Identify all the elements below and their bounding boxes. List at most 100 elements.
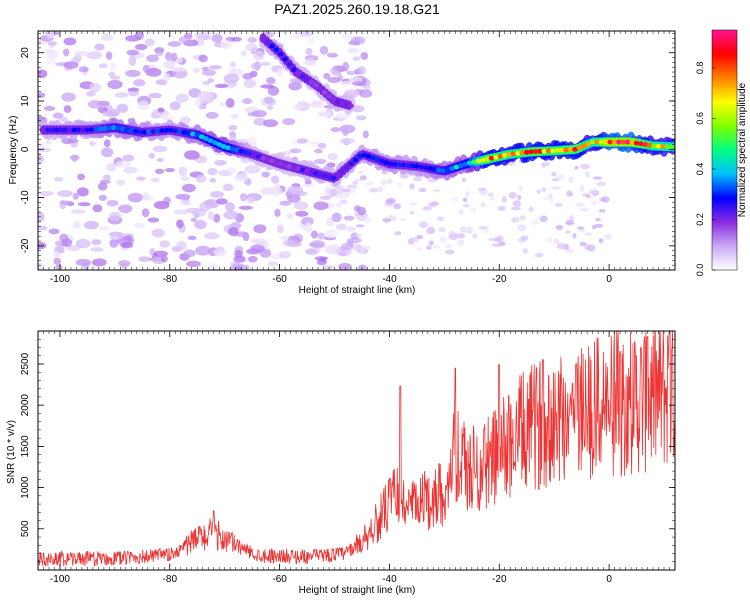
spectrogram-noise-cell xyxy=(63,37,77,46)
spectrogram-noise-cell xyxy=(341,33,352,40)
spectrogram-noise-cell xyxy=(214,159,227,166)
spectrogram-noise-cell xyxy=(109,238,119,248)
spectrogram-ridge-core xyxy=(409,163,416,169)
spectrogram-noise-cell xyxy=(456,233,465,239)
spectrogram-noise-cell xyxy=(283,239,296,247)
spectrogram-noise-cell xyxy=(310,230,318,239)
spectrogram-noise-cell xyxy=(381,179,387,186)
spectrogram-noise-cell xyxy=(148,152,155,159)
spectrogram-ridge-core xyxy=(181,130,187,135)
spectrogram-noise-cell xyxy=(496,235,504,243)
spectrogram-noise-cell xyxy=(241,264,251,270)
spectrogram-ridge-core xyxy=(378,158,385,164)
spectrogram-noise-cell xyxy=(214,83,229,89)
spectrogram-noise-cell xyxy=(591,200,599,206)
spectrogram-ridge-core xyxy=(317,172,324,177)
spectrogram-noise-cell xyxy=(234,266,243,270)
spectrogram-noise-cell xyxy=(141,208,150,218)
spectrogram-noise-cell xyxy=(278,250,291,259)
spectrogram-noise-cell xyxy=(247,37,257,43)
spectrogram-noise-cell xyxy=(122,154,135,162)
spectrogram-noise-cell xyxy=(223,210,239,220)
spectrogram-noise-cell xyxy=(541,196,551,200)
spectrogram-noise-cell xyxy=(305,222,312,231)
colorbar-ticks: 0.0 0.2 0.4 0.6 0.8 xyxy=(695,62,716,277)
spectrogram-noise-cell xyxy=(382,218,392,223)
spectrogram-noise-cell xyxy=(137,100,150,111)
spectrogram-ridge-core xyxy=(620,139,627,145)
spectrogram-noise-cell xyxy=(386,179,393,185)
spectrogram-noise-cell xyxy=(289,148,302,154)
colorbar-tick-label: 0.6 xyxy=(695,112,705,125)
spectrogram-ridge-core xyxy=(172,128,179,134)
spectrogram-ridge-core xyxy=(488,155,495,161)
spectrogram-ridge-core xyxy=(365,154,372,159)
spectrogram-ridge-core xyxy=(277,161,284,167)
spectrogram-noise-cell xyxy=(596,181,607,187)
spectrogram-noise-cell xyxy=(309,240,326,249)
spectrogram-noise-cell xyxy=(568,176,574,184)
spectrogram-ridge-core xyxy=(444,167,451,173)
spectrogram-ridge-core xyxy=(440,168,447,174)
spectrogram-noise-cell xyxy=(239,193,248,202)
spectrogram-ridge-core xyxy=(335,99,341,105)
colorbar-tick-label: 0.0 xyxy=(695,264,705,277)
spectrogram-ridge-core xyxy=(343,165,350,171)
spectrogram-ridge-core xyxy=(532,149,539,154)
spectrogram-noise-cell xyxy=(517,224,527,232)
spectrogram-noise-cell xyxy=(276,224,285,234)
spectrogram-noise-cell xyxy=(280,235,290,240)
spectrogram-noise-cell xyxy=(340,80,353,86)
spectrogram-noise-cell xyxy=(418,234,424,239)
spectrogram-noise-cell xyxy=(75,238,91,249)
spectrogram-noise-cell xyxy=(553,238,560,244)
spectrogram-noise-cell xyxy=(83,220,99,230)
spectrogram-noise-cell xyxy=(198,104,207,110)
spectrogram-noise-cell xyxy=(286,213,294,219)
spectrogram-noise-cell xyxy=(551,186,561,190)
colorbar-label: Normalized spectral amplitude xyxy=(737,82,748,217)
spectrogram-noise-cell xyxy=(53,250,61,258)
spectrogram-ridge-core xyxy=(572,146,578,152)
spectrogram-ridge-core xyxy=(277,51,284,57)
spectrogram-noise-cell xyxy=(355,115,367,121)
spectrogram-noise-cell xyxy=(324,187,331,198)
spectrogram-noise-cell xyxy=(63,48,70,57)
spectrogram-noise-cell xyxy=(274,208,281,218)
spectrogram-noise-cell xyxy=(343,215,355,221)
spectrogram-noise-cell xyxy=(459,209,464,215)
spectrogram-noise-cell xyxy=(342,61,350,72)
snr-x-label: Height of straight line (km) xyxy=(299,585,416,596)
spectrogram-noise-cell xyxy=(157,107,165,113)
spectrogram-ridge-core xyxy=(611,139,618,145)
spectrogram-noise-cell xyxy=(101,147,114,158)
spectrogram-noise-cell xyxy=(462,203,470,208)
spectrogram-noise-cell xyxy=(437,216,445,221)
spectrogram-noise-cell xyxy=(354,211,360,218)
spectrogram-noise-cell xyxy=(501,196,507,203)
spectrogram-ridge-core xyxy=(49,127,56,133)
spectrogram-noise-cell xyxy=(531,219,539,225)
spectrogram-noise-cell xyxy=(576,226,585,230)
spectrogram-noise-cell xyxy=(497,205,506,211)
spectrogram-ridge-core xyxy=(326,174,332,180)
spectrogram-noise-cell xyxy=(148,92,162,99)
spectrogram-noise-cell xyxy=(220,39,233,50)
spectrogram-noise-cell xyxy=(314,148,323,154)
spectrogram-noise-cell xyxy=(154,47,165,54)
spectrogram-ridge-core xyxy=(137,129,143,135)
spectrogram-ridge-core xyxy=(286,61,293,67)
spectrogram-noise-cell xyxy=(599,208,606,213)
colorbar-tick-label: 0.8 xyxy=(695,62,705,75)
spectrogram-noise-cell xyxy=(192,67,200,74)
spectrogram-ridge-core xyxy=(251,152,258,158)
spectrogram-noise-cell xyxy=(512,200,522,207)
spectrogram-noise-cell xyxy=(197,90,213,101)
spectrogram-noise-cell xyxy=(87,99,103,109)
spectrogram-noise-cell xyxy=(91,239,102,246)
spectrogram-noise-cell xyxy=(241,98,253,104)
spectrogram-ridge-core xyxy=(655,143,662,149)
spectrogram-ridge-core xyxy=(84,127,91,133)
spectrogram-noise-cell xyxy=(313,158,327,165)
spectrogram-noise-cell xyxy=(229,132,237,143)
